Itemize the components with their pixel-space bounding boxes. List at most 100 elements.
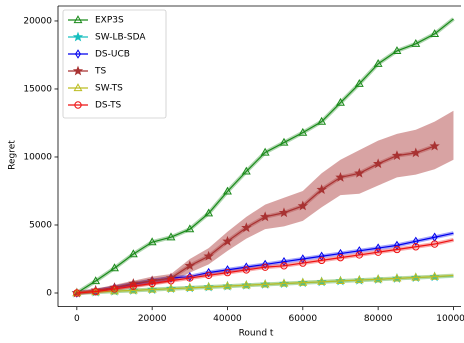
- marker: [317, 256, 326, 265]
- marker: [299, 259, 307, 267]
- marker: [223, 281, 232, 290]
- marker: [147, 284, 157, 293]
- marker: [298, 127, 308, 136]
- y-axis-label: Regret: [8, 140, 18, 170]
- marker: [205, 267, 212, 278]
- marker: [335, 171, 346, 182]
- marker: [355, 251, 364, 259]
- marker: [91, 276, 101, 285]
- marker: [279, 278, 289, 287]
- marker: [373, 158, 384, 169]
- marker: [393, 245, 401, 254]
- marker: [186, 274, 194, 282]
- marker: [280, 262, 288, 270]
- marker: [391, 150, 403, 161]
- marker: [128, 285, 138, 294]
- marker: [297, 200, 308, 211]
- marker: [223, 268, 232, 277]
- marker: [410, 147, 421, 158]
- marker: [336, 253, 345, 262]
- marker: [242, 266, 251, 274]
- marker: [147, 237, 157, 246]
- marker: [110, 286, 119, 295]
- marker: [128, 249, 138, 258]
- y-tick-label: 10000: [23, 152, 52, 162]
- marker: [336, 276, 345, 285]
- marker: [241, 166, 251, 175]
- marker: [185, 283, 195, 291]
- legend-label: DS-UCB: [95, 50, 130, 60]
- marker: [279, 137, 289, 146]
- marker: [298, 277, 308, 286]
- marker: [222, 235, 233, 246]
- marker: [261, 263, 269, 271]
- legend-label: SW-TS: [95, 84, 123, 94]
- marker: [260, 279, 270, 288]
- marker: [430, 240, 439, 248]
- marker: [430, 29, 440, 37]
- x-tick-label: 40000: [213, 314, 242, 324]
- marker: [73, 83, 83, 92]
- marker: [203, 250, 214, 261]
- marker: [429, 140, 440, 151]
- marker: [204, 271, 213, 280]
- legend-label: TS: [94, 67, 106, 77]
- marker: [430, 271, 440, 280]
- confidence-band: [76, 110, 454, 293]
- marker: [184, 260, 195, 271]
- marker: [73, 289, 81, 297]
- marker: [392, 46, 402, 54]
- marker: [110, 263, 119, 272]
- x-tick-label: 20000: [138, 314, 167, 324]
- marker: [354, 78, 364, 87]
- marker: [374, 248, 382, 256]
- marker: [129, 282, 138, 290]
- marker: [166, 232, 176, 241]
- marker: [72, 31, 84, 42]
- marker: [241, 280, 251, 289]
- marker: [73, 15, 83, 24]
- legend-box: [62, 9, 167, 119]
- marker: [262, 259, 269, 270]
- marker: [185, 224, 195, 233]
- marker: [392, 273, 402, 282]
- marker: [75, 49, 81, 59]
- marker: [373, 274, 383, 283]
- marker: [412, 236, 419, 247]
- marker: [411, 38, 421, 47]
- x-tick-label: 60000: [288, 314, 317, 324]
- marker: [91, 287, 100, 296]
- x-axis-label: Round t: [239, 329, 274, 339]
- marker: [110, 285, 119, 293]
- marker: [354, 167, 365, 178]
- legend-label: EXP3S: [95, 16, 124, 26]
- plot-area: [71, 17, 455, 298]
- y-tick-label: 5000: [29, 220, 52, 230]
- y-tick-label: 0: [46, 288, 52, 298]
- marker: [166, 283, 176, 292]
- marker: [241, 222, 252, 233]
- marker: [317, 276, 327, 285]
- legend-label: SW-LB-SDA: [95, 33, 146, 43]
- marker: [72, 65, 84, 76]
- marker: [148, 279, 156, 288]
- marker: [354, 275, 364, 284]
- marker: [260, 147, 270, 156]
- x-tick-label: 100000: [436, 314, 464, 324]
- marker: [278, 207, 290, 218]
- marker: [167, 277, 175, 285]
- legend-label: DS-TS: [95, 101, 122, 111]
- marker: [373, 58, 383, 67]
- marker: [204, 208, 214, 217]
- marker: [336, 97, 345, 106]
- marker: [204, 282, 214, 291]
- marker: [260, 211, 271, 222]
- marker: [412, 243, 420, 251]
- marker: [411, 272, 421, 281]
- marker: [223, 186, 232, 195]
- marker: [224, 265, 231, 275]
- y-tick-label: 20000: [23, 16, 52, 26]
- marker: [243, 262, 250, 272]
- marker: [74, 101, 82, 109]
